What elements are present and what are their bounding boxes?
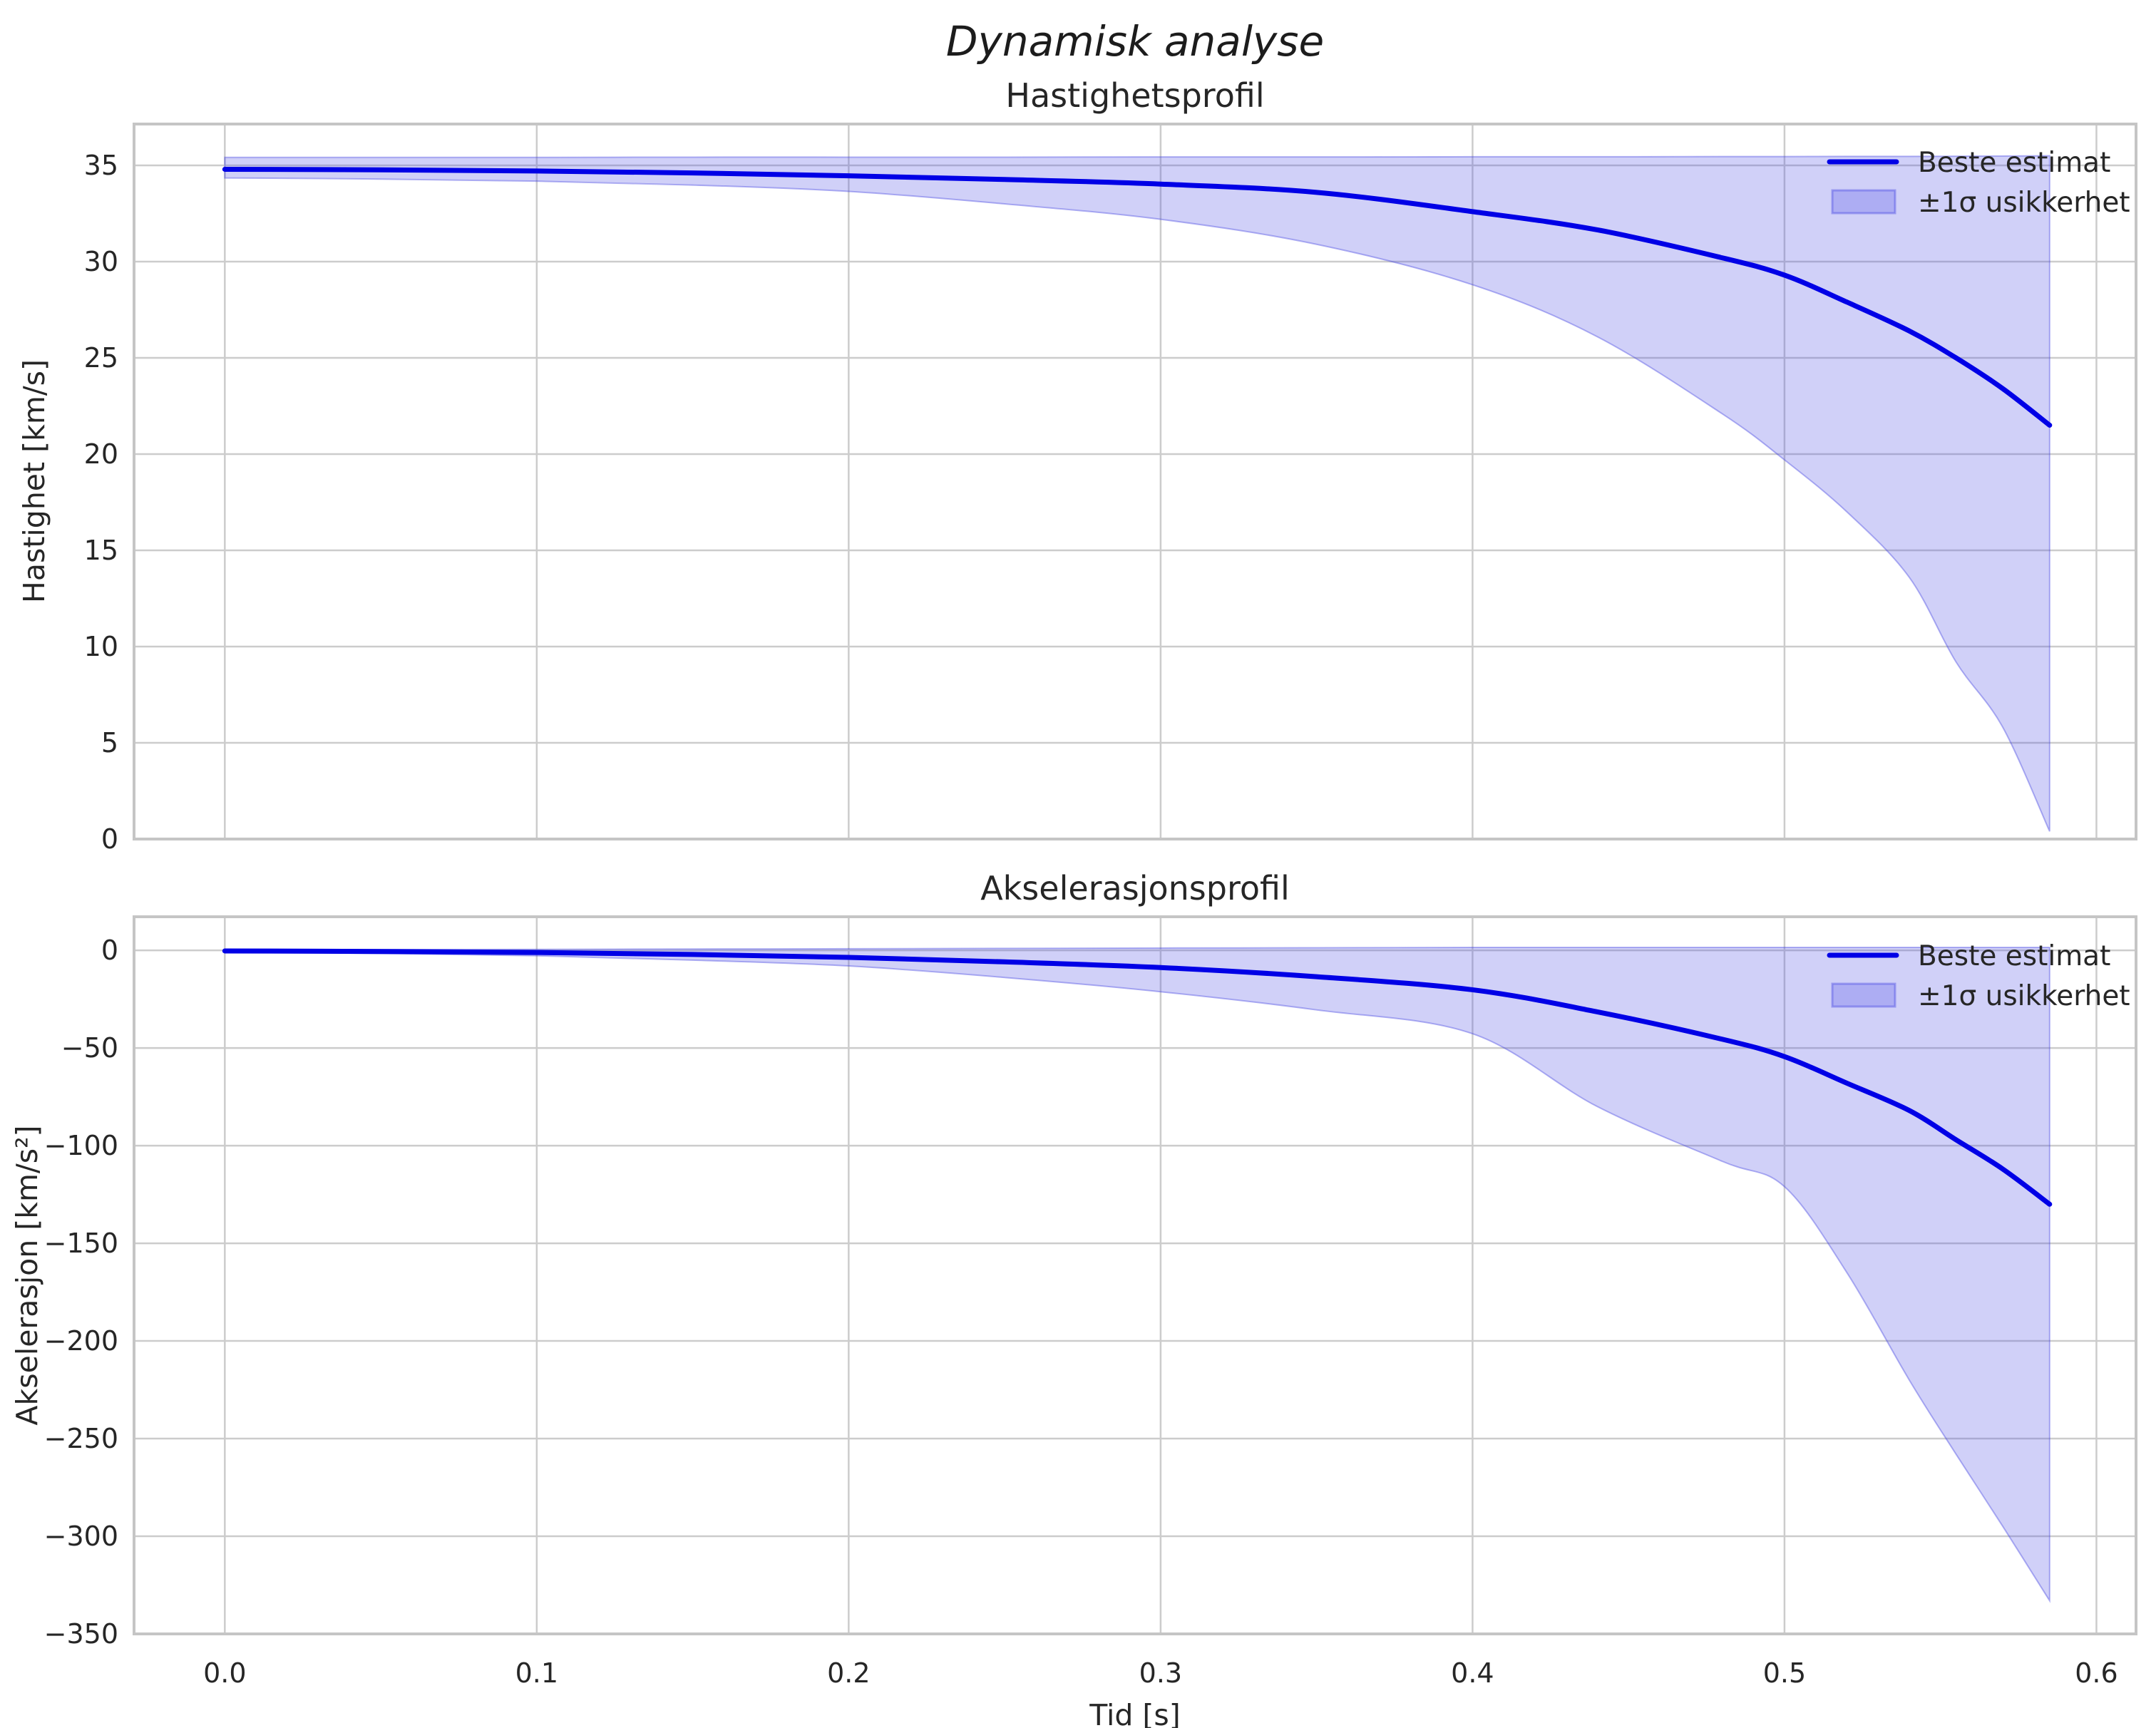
acceleration-uncertainty-band [224,946,2050,1603]
y-tick-label: 20 [84,438,118,470]
x-tick-labels: 0.0 0.1 0.2 0.3 0.4 0.5 0.6 [203,1657,2118,1689]
velocity-legend: Beste estimat ±1σ usikkerhet [1827,147,2130,219]
acceleration-y-tick-labels: 0 −50 −100 −150 −200 −250 −300 −350 [44,935,118,1650]
y-tick-label: −50 [61,1032,118,1064]
x-tick-label: 0.2 [827,1657,870,1689]
x-tick-label: 0.0 [203,1657,246,1689]
y-tick-label: −200 [44,1325,118,1357]
x-tick-label: 0.4 [1451,1657,1494,1689]
y-tick-label: −300 [44,1521,118,1552]
y-tick-label: 10 [84,631,118,662]
velocity-plot-border [133,123,2137,840]
y-tick-label: −100 [44,1130,118,1161]
y-tick-label: 0 [101,823,118,855]
x-tick-label: 0.6 [2075,1657,2118,1689]
acceleration-plot-border [133,915,2137,1635]
y-tick-label: −250 [44,1423,118,1454]
velocity-uncertainty-band [224,155,2050,832]
y-tick-label: 5 [101,727,118,758]
acceleration-y-axis-label: Akselerasjon [km/s²] [10,1125,44,1425]
legend-line-label: Beste estimat [1918,940,2110,972]
velocity-best-estimate-line [222,166,2053,428]
acceleration-best-estimate-line [222,948,2053,1207]
legend-band-swatch [1831,982,1896,1008]
velocity-plot-area [222,155,2053,832]
y-tick-label: 30 [84,246,118,277]
y-tick-label: 35 [84,150,118,181]
legend-band-swatch [1831,189,1896,215]
x-tick-label: 0.1 [515,1657,558,1689]
subplot-velocity: 0 5 10 15 20 25 30 35 Hastighetsprofil Hastighe… [17,76,2137,855]
x-tick-label: 0.5 [1763,1657,1806,1689]
legend-band-label: ±1σ usikkerhet [1918,980,2130,1012]
y-tick-label: −350 [44,1618,118,1650]
velocity-subplot-title: Hastighetsprofil [1005,76,1264,115]
y-tick-label: 25 [84,342,118,374]
acceleration-plot-area [222,946,2053,1603]
figure-title: Dynamisk analyse [946,17,1324,66]
acceleration-subplot-title: Akselerasjonsprofil [980,869,1290,907]
subplot-acceleration: 0−50−100−150−200−250−300−350 0.0 0.1 0.2 0.… [10,869,2137,1728]
y-tick-label: 15 [84,535,118,566]
y-tick-label: 0 [101,935,118,966]
legend-line-label: Beste estimat [1918,147,2110,179]
x-tick-label: 0.3 [1139,1657,1182,1689]
velocity-y-tick-labels: 0 5 10 15 20 25 30 35 [84,150,118,855]
legend-band-label: ±1σ usikkerhet [1918,187,2130,219]
acceleration-legend: Beste estimat ±1σ usikkerhet [1827,940,2130,1012]
velocity-y-axis-label: Hastighet [km/s] [17,359,51,603]
x-axis-label: Tid [s] [1089,1698,1181,1728]
y-tick-label: −150 [44,1228,118,1259]
